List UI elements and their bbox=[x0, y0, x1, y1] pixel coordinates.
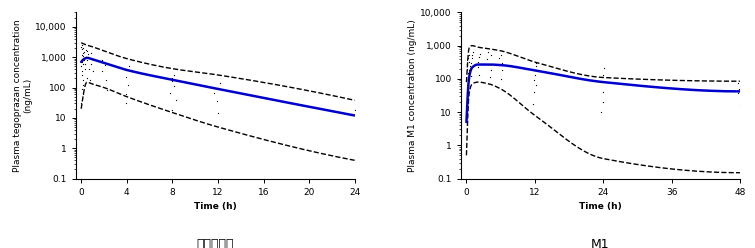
X-axis label: Time (h): Time (h) bbox=[579, 202, 621, 211]
Y-axis label: Plasma M1 concentration (ng/mL): Plasma M1 concentration (ng/mL) bbox=[408, 19, 418, 172]
Text: M1: M1 bbox=[591, 238, 609, 248]
Text: 테고프라잔: 테고프라잔 bbox=[196, 238, 234, 248]
Y-axis label: Plasma tegoprazan concentration
(ng/mL): Plasma tegoprazan concentration (ng/mL) bbox=[13, 19, 32, 172]
X-axis label: Time (h): Time (h) bbox=[194, 202, 236, 211]
